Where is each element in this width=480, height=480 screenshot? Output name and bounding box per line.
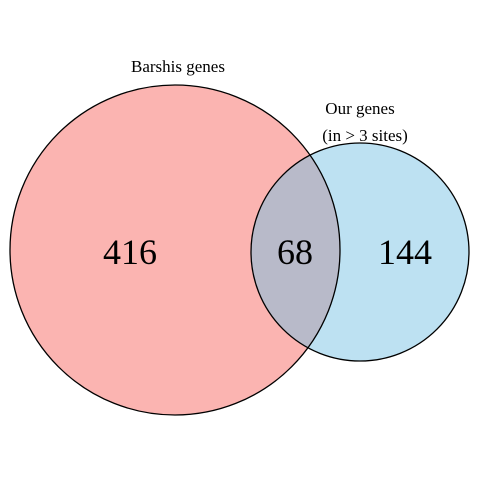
barshis-only-count: 416 bbox=[103, 232, 157, 272]
our-genes-set-outline bbox=[250, 142, 470, 362]
barshis-set-circle bbox=[10, 85, 340, 415]
barshis-set-label: Barshis genes bbox=[131, 57, 225, 76]
barshis-set-outline bbox=[9, 84, 341, 416]
our-genes-set-sublabel: (in > 3 sites) bbox=[322, 126, 408, 145]
our-genes-set-label: Our genes bbox=[325, 99, 394, 118]
our-genes-only-count: 144 bbox=[378, 232, 432, 272]
overlap-count: 68 bbox=[277, 232, 313, 272]
